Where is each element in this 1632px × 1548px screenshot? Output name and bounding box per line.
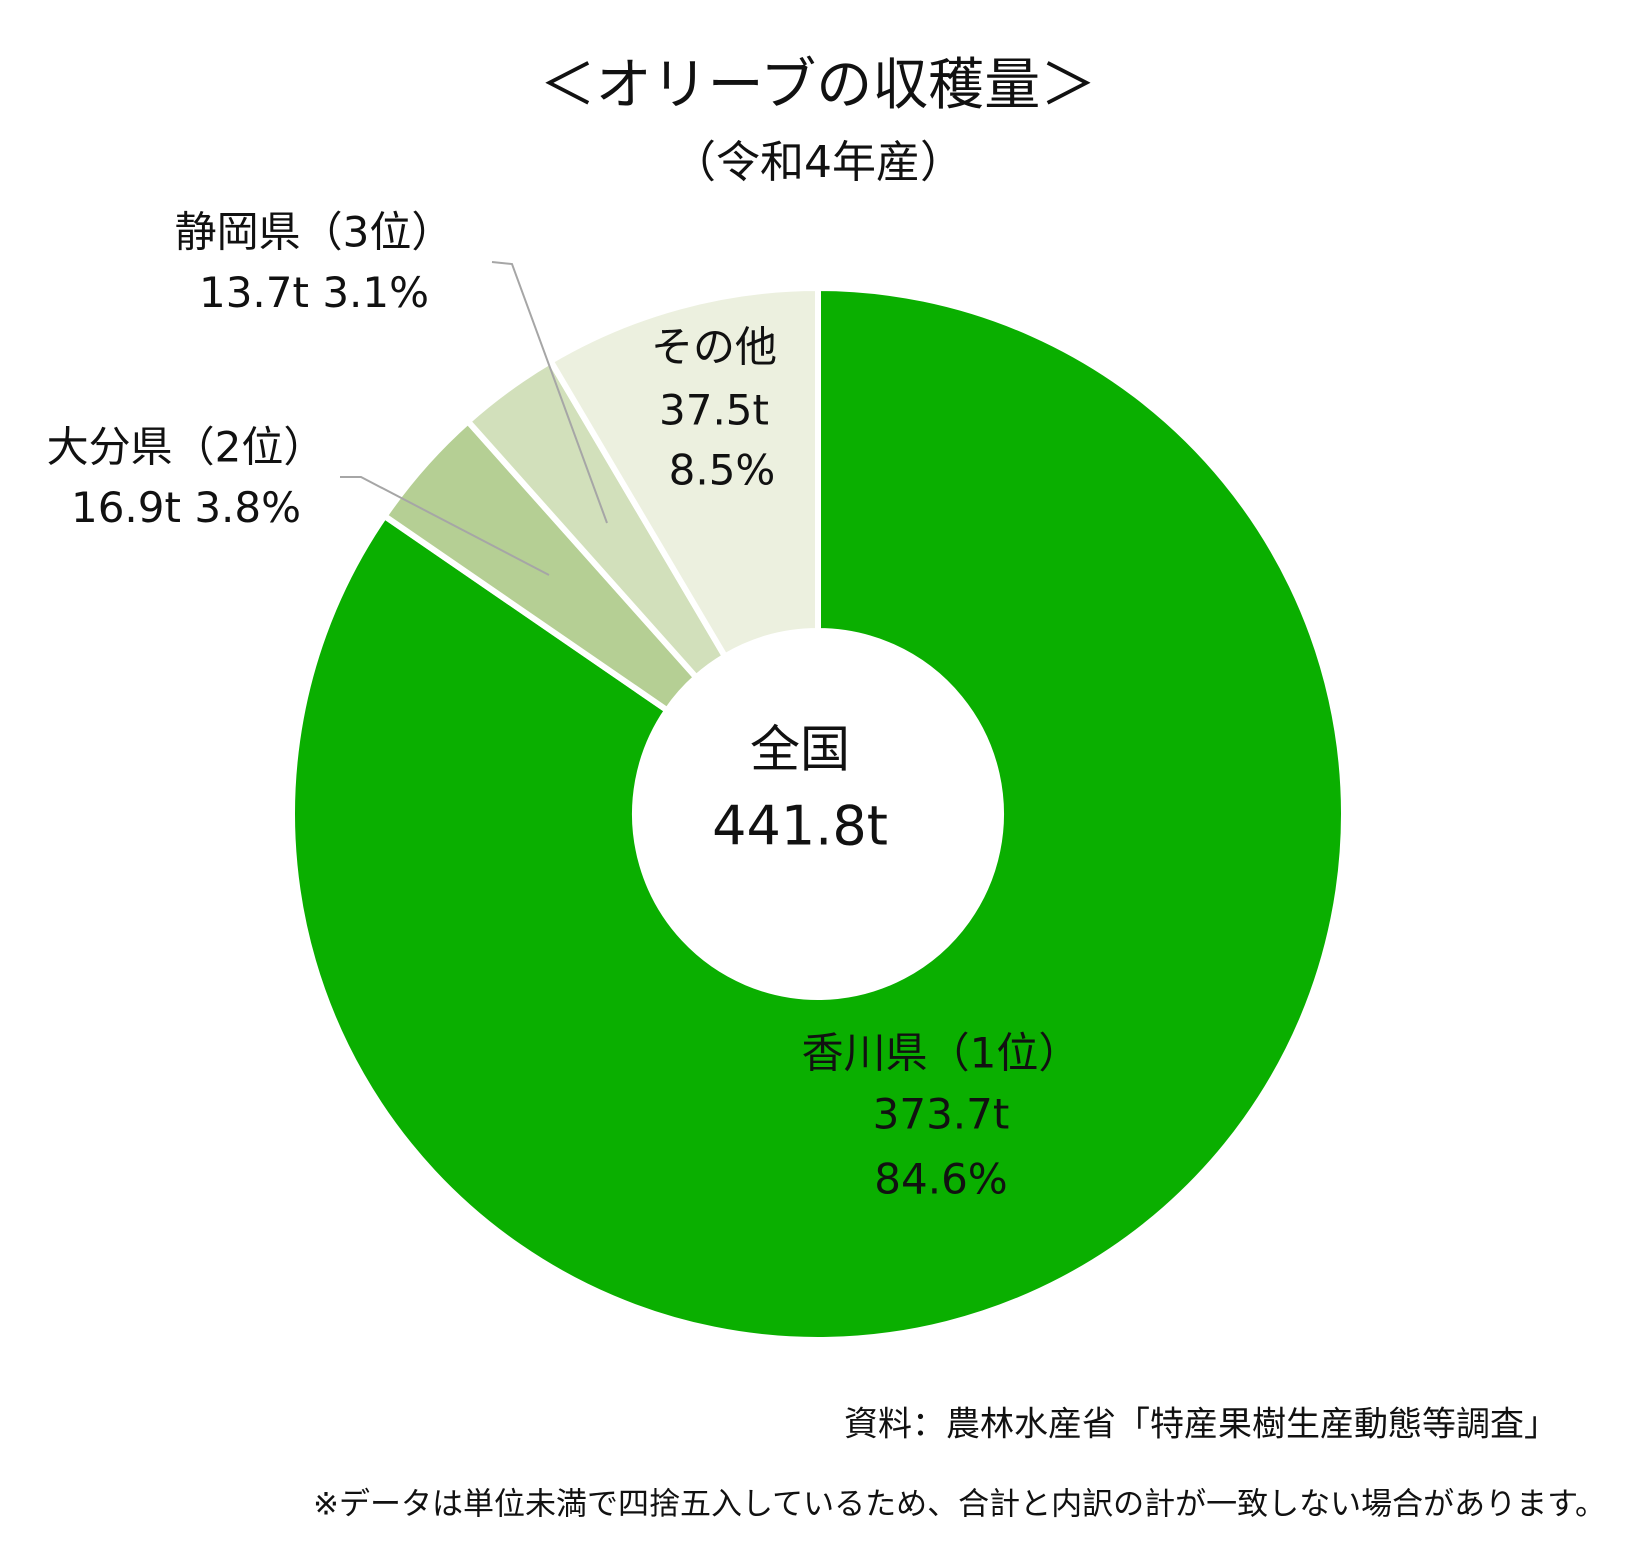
chart-title: ＜オリーブの収穫量＞ (540, 53, 1097, 118)
value-label: 373.7t (873, 1090, 1010, 1139)
value-label: 16.9t (71, 483, 181, 532)
note: ※データは単位未満で四捨五入しているため、合計と内訳の計が一致しない場合がありま… (313, 1487, 1606, 1523)
source: 資料：農林水産省「特産果樹生産動態等調査」 (844, 1405, 1558, 1445)
chart-subtitle: （令和4年産） (672, 137, 964, 188)
slice-value-label: 13.7t 3.1% (199, 268, 429, 317)
leader-line (340, 476, 550, 576)
percent-label: 3.1% (322, 268, 429, 317)
percent-label: 8.5% (669, 446, 776, 495)
center-title: 全国 (750, 721, 850, 779)
value-label: 37.5t (659, 386, 769, 435)
slice-value-label: 16.9t 3.8% (71, 483, 301, 532)
leader-line (491, 261, 608, 524)
slice (289, 284, 1347, 1343)
slice-label: 静岡県（3位） (175, 208, 454, 257)
center-total: 441.8t (712, 795, 888, 858)
slice (546, 284, 821, 661)
percent-label: 84.6% (874, 1155, 1007, 1204)
value-label: 13.7t (199, 268, 309, 317)
slice-label: 大分県（2位） (47, 423, 326, 472)
slices (289, 284, 1347, 1343)
slice-label: 香川県（1位） (802, 1029, 1081, 1078)
slice-label: その他 (651, 323, 777, 372)
percent-label: 3.8% (194, 483, 301, 532)
